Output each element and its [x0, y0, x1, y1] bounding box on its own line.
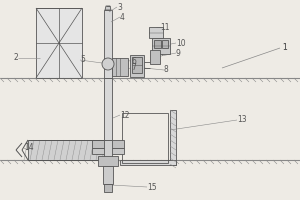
- Bar: [154, 40, 161, 48]
- Bar: [92, 148, 124, 154]
- Bar: [150, 50, 160, 64]
- Bar: [104, 184, 112, 192]
- Text: 7: 7: [131, 64, 136, 72]
- Text: 14: 14: [24, 144, 34, 152]
- Bar: [170, 110, 176, 165]
- Text: 12: 12: [120, 110, 130, 119]
- Text: 13: 13: [237, 116, 247, 124]
- Bar: [36, 8, 82, 78]
- Bar: [152, 38, 170, 54]
- Text: 10: 10: [176, 38, 186, 47]
- Text: 11: 11: [160, 22, 169, 31]
- Bar: [120, 160, 176, 165]
- Bar: [104, 10, 112, 78]
- Text: 1: 1: [282, 44, 287, 52]
- Bar: [104, 140, 112, 165]
- Text: 15: 15: [147, 182, 157, 192]
- Text: 5: 5: [80, 55, 85, 64]
- Text: 9: 9: [176, 48, 181, 58]
- Bar: [92, 140, 124, 148]
- Text: 6: 6: [131, 56, 136, 66]
- Bar: [104, 78, 112, 140]
- Bar: [112, 58, 128, 76]
- Bar: [98, 156, 118, 166]
- Text: 8: 8: [164, 66, 169, 74]
- Bar: [130, 55, 144, 77]
- Text: 2: 2: [14, 53, 19, 62]
- Circle shape: [102, 58, 114, 70]
- Bar: [122, 113, 168, 163]
- Bar: [28, 140, 108, 160]
- Text: 1: 1: [282, 44, 287, 52]
- Bar: [149, 27, 163, 38]
- Text: 3: 3: [117, 2, 122, 11]
- Polygon shape: [105, 6, 111, 10]
- Bar: [132, 57, 142, 73]
- Text: 4: 4: [120, 12, 125, 21]
- Bar: [103, 166, 113, 184]
- Bar: [162, 40, 168, 48]
